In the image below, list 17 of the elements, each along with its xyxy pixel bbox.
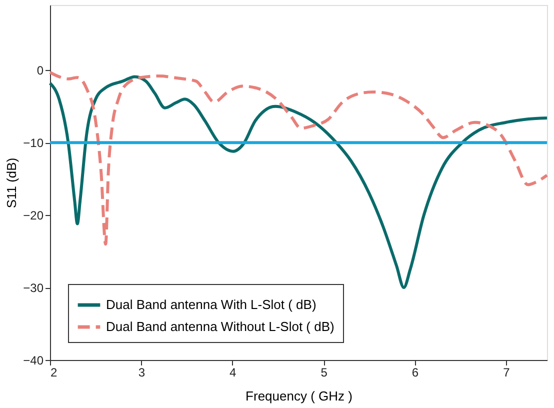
y-axis-title: S11 (dB): [4, 158, 20, 208]
line-series: [48, 70, 548, 246]
x-tick-label: 2: [50, 366, 58, 380]
x-tick-label: 4: [230, 366, 237, 380]
y-tick-label: −30: [23, 281, 44, 296]
x-tick-label: 5: [320, 366, 328, 380]
legend-label: Dual Band antenna With L-Slot ( dB): [106, 297, 316, 312]
y-tick-label: −40: [23, 354, 44, 368]
y-tick-label: −20: [23, 208, 44, 223]
x-axis-title: Frequency ( GHz ): [246, 388, 352, 404]
line-series: [48, 75, 548, 290]
x-tick-label: 6: [412, 366, 419, 380]
x-tick-label: 7: [503, 366, 510, 380]
y-tick-label: −10: [23, 136, 44, 150]
y-tick-label: 0: [36, 64, 44, 78]
legend-label: Dual Band antenna Without L-Slot ( dB): [106, 319, 334, 334]
x-tick-label: 3: [138, 366, 146, 380]
